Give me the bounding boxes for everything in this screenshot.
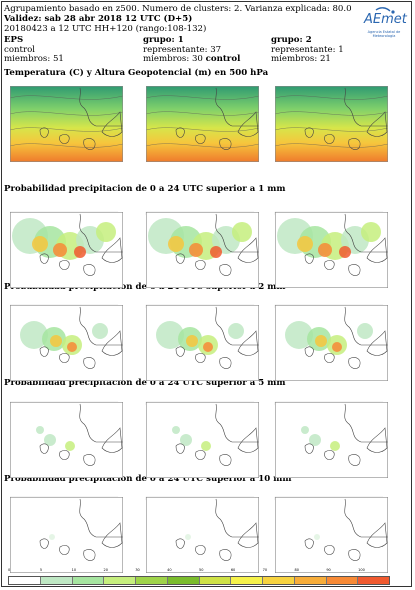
- header-run-info: 20180423 a 12 UTC HH+120 (rango:108-132): [4, 24, 207, 34]
- colorbar: [8, 576, 390, 585]
- map-temperature-col0: [10, 86, 123, 162]
- map-p10-col0: [10, 497, 123, 573]
- colorbar-tick-label: 5: [39, 568, 43, 572]
- column-header-grupo-2: grupo: 2 representante: 1 miembros: 21: [271, 35, 344, 65]
- colorbar-tick-label: 10: [71, 568, 77, 572]
- section-title-precip-10mm: Probabilidad precipitacion de 0 a 24 UTC…: [4, 474, 292, 484]
- header-clustering-info: Agrupamiento basado en z500. Numero de c…: [4, 4, 352, 14]
- colorbar-swatch: [72, 577, 105, 584]
- section-title-precip-2mm: Probabilidad precipitacion de 0 a 24 UTC…: [4, 282, 286, 292]
- colorbar-tick-label: 100: [358, 568, 365, 572]
- colorbar-tick-label: 30: [135, 568, 140, 572]
- colorbar-swatch: [326, 577, 359, 584]
- colorbar-swatch: [104, 577, 136, 584]
- section-title-precip-5mm: Probabilidad precipitacion de 0 a 24 UTC…: [4, 378, 286, 388]
- column-line2: representante: 1: [271, 44, 344, 55]
- column-title: grupo: 2: [271, 35, 312, 45]
- colorbar-tick-label: 40: [167, 568, 172, 572]
- section-title-temperature: Temperatura (C) y Altura Geopotencial (m…: [4, 68, 269, 78]
- column-line3: miembros: 21: [271, 54, 331, 65]
- column-header-eps: EPS control miembros: 51: [4, 35, 64, 65]
- logo-subtitle: Agencia Estatal de Meteorología: [367, 30, 401, 38]
- colorbar-swatch: [358, 577, 389, 584]
- column-line3-prefix: miembros: 30: [143, 54, 206, 65]
- colorbar-swatch: [199, 577, 232, 584]
- column-line3: miembros: 30 control: [143, 54, 241, 65]
- colorbar-tick-label: 20: [103, 568, 108, 572]
- map-legend-strip: [9, 296, 388, 309]
- colorbar-tick-label: 90: [326, 568, 331, 572]
- colorbar-ticks: 0 5 10 20 30 40 50 60 70 80 90 100: [8, 568, 390, 575]
- column-header-grupo-1: grupo: 1 representante: 37 miembros: 30 …: [143, 35, 241, 65]
- map-p2-col1: [146, 305, 259, 381]
- map-p10-col1: [146, 497, 259, 573]
- map-p1-col0: [10, 212, 123, 288]
- colorbar-tick-label: 70: [262, 568, 268, 572]
- map-legend-strip: [9, 488, 388, 501]
- colorbar-swatch: [231, 577, 263, 584]
- colorbar-swatch: [294, 577, 327, 584]
- map-p2-col0: [10, 305, 123, 381]
- column-line3-bold: control: [205, 54, 241, 65]
- column-title: grupo: 1: [143, 35, 184, 45]
- header-validity: Validez: sab 28 abr 2018 12 UTC (D+5): [4, 14, 193, 24]
- colorbar-tick-label: 60: [230, 568, 236, 572]
- column-line2: control: [4, 44, 36, 55]
- map-p5-col0: [10, 402, 123, 478]
- column-line3: miembros: 51: [4, 54, 64, 65]
- logo-text: AEmet: [364, 12, 407, 27]
- aemet-logo-icon: [375, 7, 395, 14]
- colorbar-swatch: [167, 577, 200, 584]
- colorbar-tick-label: 50: [199, 568, 204, 572]
- colorbar-swatch: [9, 577, 41, 584]
- map-temperature-col2: [275, 86, 388, 162]
- aemet-logo: AEmet Agencia Estatal de Meteorología: [358, 4, 407, 42]
- colorbar-tick-label: 80: [294, 568, 299, 572]
- map-temperature-col1: [146, 86, 259, 162]
- map-p5-col1: [146, 402, 259, 478]
- map-p1-col2: [275, 212, 388, 288]
- map-legend-strip: [9, 203, 388, 216]
- colorbar-tick-label: 0: [8, 568, 11, 572]
- map-legend-strip: [9, 393, 388, 406]
- map-p5-col2: [275, 402, 388, 478]
- map-p10-col2: [275, 497, 388, 573]
- section-title-precip-1mm: Probabilidad precipitacion de 0 a 24 UTC…: [4, 184, 286, 194]
- map-p1-col1: [146, 212, 259, 288]
- column-title: EPS: [4, 35, 24, 45]
- column-line2: representante: 37: [143, 44, 222, 55]
- map-p2-col2: [275, 305, 388, 381]
- colorbar-swatch: [263, 577, 295, 584]
- colorbar-swatch: [40, 577, 73, 584]
- colorbar-swatch: [136, 577, 168, 584]
